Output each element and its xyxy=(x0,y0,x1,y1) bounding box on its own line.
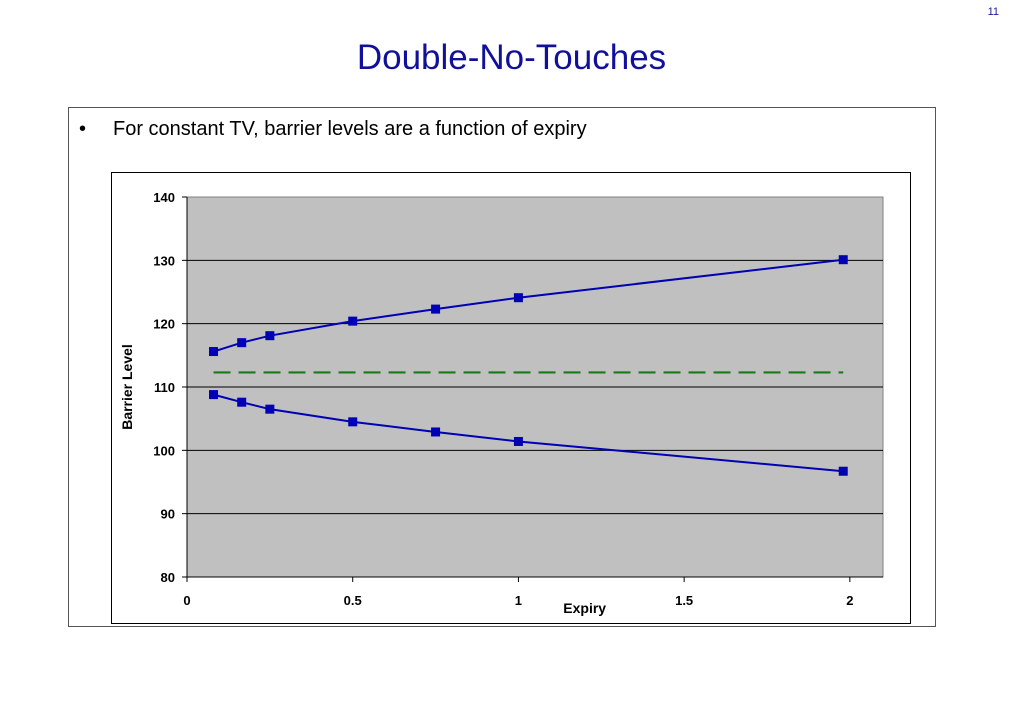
bullet-text: For constant TV, barrier levels are a fu… xyxy=(113,118,587,140)
y-tick-label: 80 xyxy=(161,570,175,585)
bullet-symbol: • xyxy=(79,118,87,140)
page-number: 11 xyxy=(987,6,999,18)
lower-barrier-point xyxy=(838,466,848,476)
barrier-level-chart: 80 90 100 110 120 130 140 0 0.5 1 1.5 2 Expiry Barrie… xyxy=(119,190,884,616)
bullet-item: • For constant TV, barrier levels are a f… xyxy=(79,118,587,141)
x-tick-label: 2 xyxy=(846,593,853,608)
upper-barrier-point xyxy=(838,255,848,265)
upper-barrier-point xyxy=(348,316,358,326)
x-axis-title: Expiry xyxy=(563,600,606,616)
upper-barrier-point xyxy=(513,293,523,303)
lower-barrier-point xyxy=(348,417,358,427)
chart-frame: 80 90 100 110 120 130 140 0 0.5 1 1.5 2 Expiry Barrie… xyxy=(111,172,911,624)
x-tick-label: 0 xyxy=(183,593,190,608)
content-box: • For constant TV, barrier levels are a f… xyxy=(68,107,936,627)
slide-title: Double-No-Touches xyxy=(356,38,667,77)
y-tick-label: 140 xyxy=(153,190,175,205)
upper-barrier-point xyxy=(209,347,219,357)
x-tick-label: 0.5 xyxy=(344,593,362,608)
y-tick-label: 120 xyxy=(153,317,175,332)
y-axis-title: Barrier Level xyxy=(119,344,135,430)
upper-barrier-point xyxy=(237,338,247,348)
y-tick-label: 130 xyxy=(153,253,175,268)
upper-barrier-point xyxy=(265,331,275,341)
x-tick-label: 1.5 xyxy=(675,593,693,608)
lower-barrier-point xyxy=(237,397,247,407)
lower-barrier-point xyxy=(265,404,275,414)
lower-barrier-point xyxy=(209,390,219,400)
upper-barrier-point xyxy=(431,304,441,314)
y-tick-label: 110 xyxy=(154,380,175,395)
y-tick-label: 100 xyxy=(153,443,175,458)
lower-barrier-point xyxy=(431,427,441,437)
lower-barrier-point xyxy=(513,436,523,446)
y-tick-label: 90 xyxy=(161,507,175,522)
x-tick-label: 1 xyxy=(515,593,522,608)
